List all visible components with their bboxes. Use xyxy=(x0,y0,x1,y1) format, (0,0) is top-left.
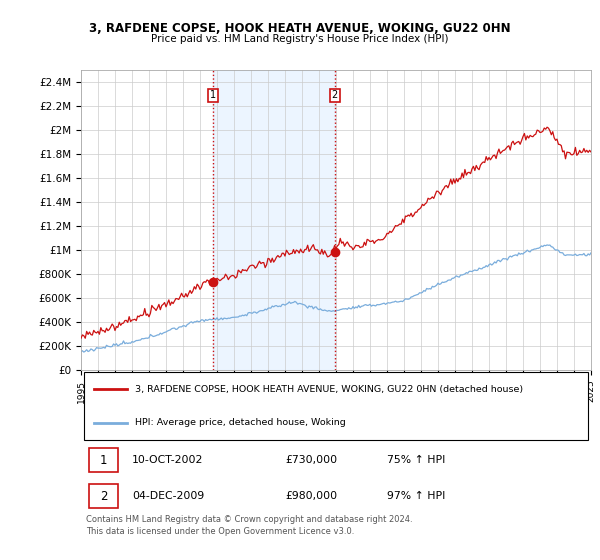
Text: 2: 2 xyxy=(332,91,338,100)
Text: 2: 2 xyxy=(100,489,107,502)
Text: Contains HM Land Registry data © Crown copyright and database right 2024.
This d: Contains HM Land Registry data © Crown c… xyxy=(86,515,413,536)
Text: 04-DEC-2009: 04-DEC-2009 xyxy=(132,491,204,501)
Text: £730,000: £730,000 xyxy=(285,455,337,465)
Text: Price paid vs. HM Land Registry's House Price Index (HPI): Price paid vs. HM Land Registry's House … xyxy=(151,34,449,44)
Text: 3, RAFDENE COPSE, HOOK HEATH AVENUE, WOKING, GU22 0HN (detached house): 3, RAFDENE COPSE, HOOK HEATH AVENUE, WOK… xyxy=(134,385,523,394)
Text: 75% ↑ HPI: 75% ↑ HPI xyxy=(387,455,445,465)
Text: £980,000: £980,000 xyxy=(285,491,337,501)
Text: 10-OCT-2002: 10-OCT-2002 xyxy=(132,455,203,465)
Text: HPI: Average price, detached house, Woking: HPI: Average price, detached house, Woki… xyxy=(134,418,346,427)
Text: 3, RAFDENE COPSE, HOOK HEATH AVENUE, WOKING, GU22 0HN: 3, RAFDENE COPSE, HOOK HEATH AVENUE, WOK… xyxy=(89,22,511,35)
Text: 1: 1 xyxy=(100,454,107,466)
Text: 97% ↑ HPI: 97% ↑ HPI xyxy=(387,491,445,501)
FancyBboxPatch shape xyxy=(89,449,118,472)
Text: 1: 1 xyxy=(210,91,217,100)
FancyBboxPatch shape xyxy=(89,484,118,507)
Bar xyxy=(213,70,335,370)
FancyBboxPatch shape xyxy=(83,372,589,440)
